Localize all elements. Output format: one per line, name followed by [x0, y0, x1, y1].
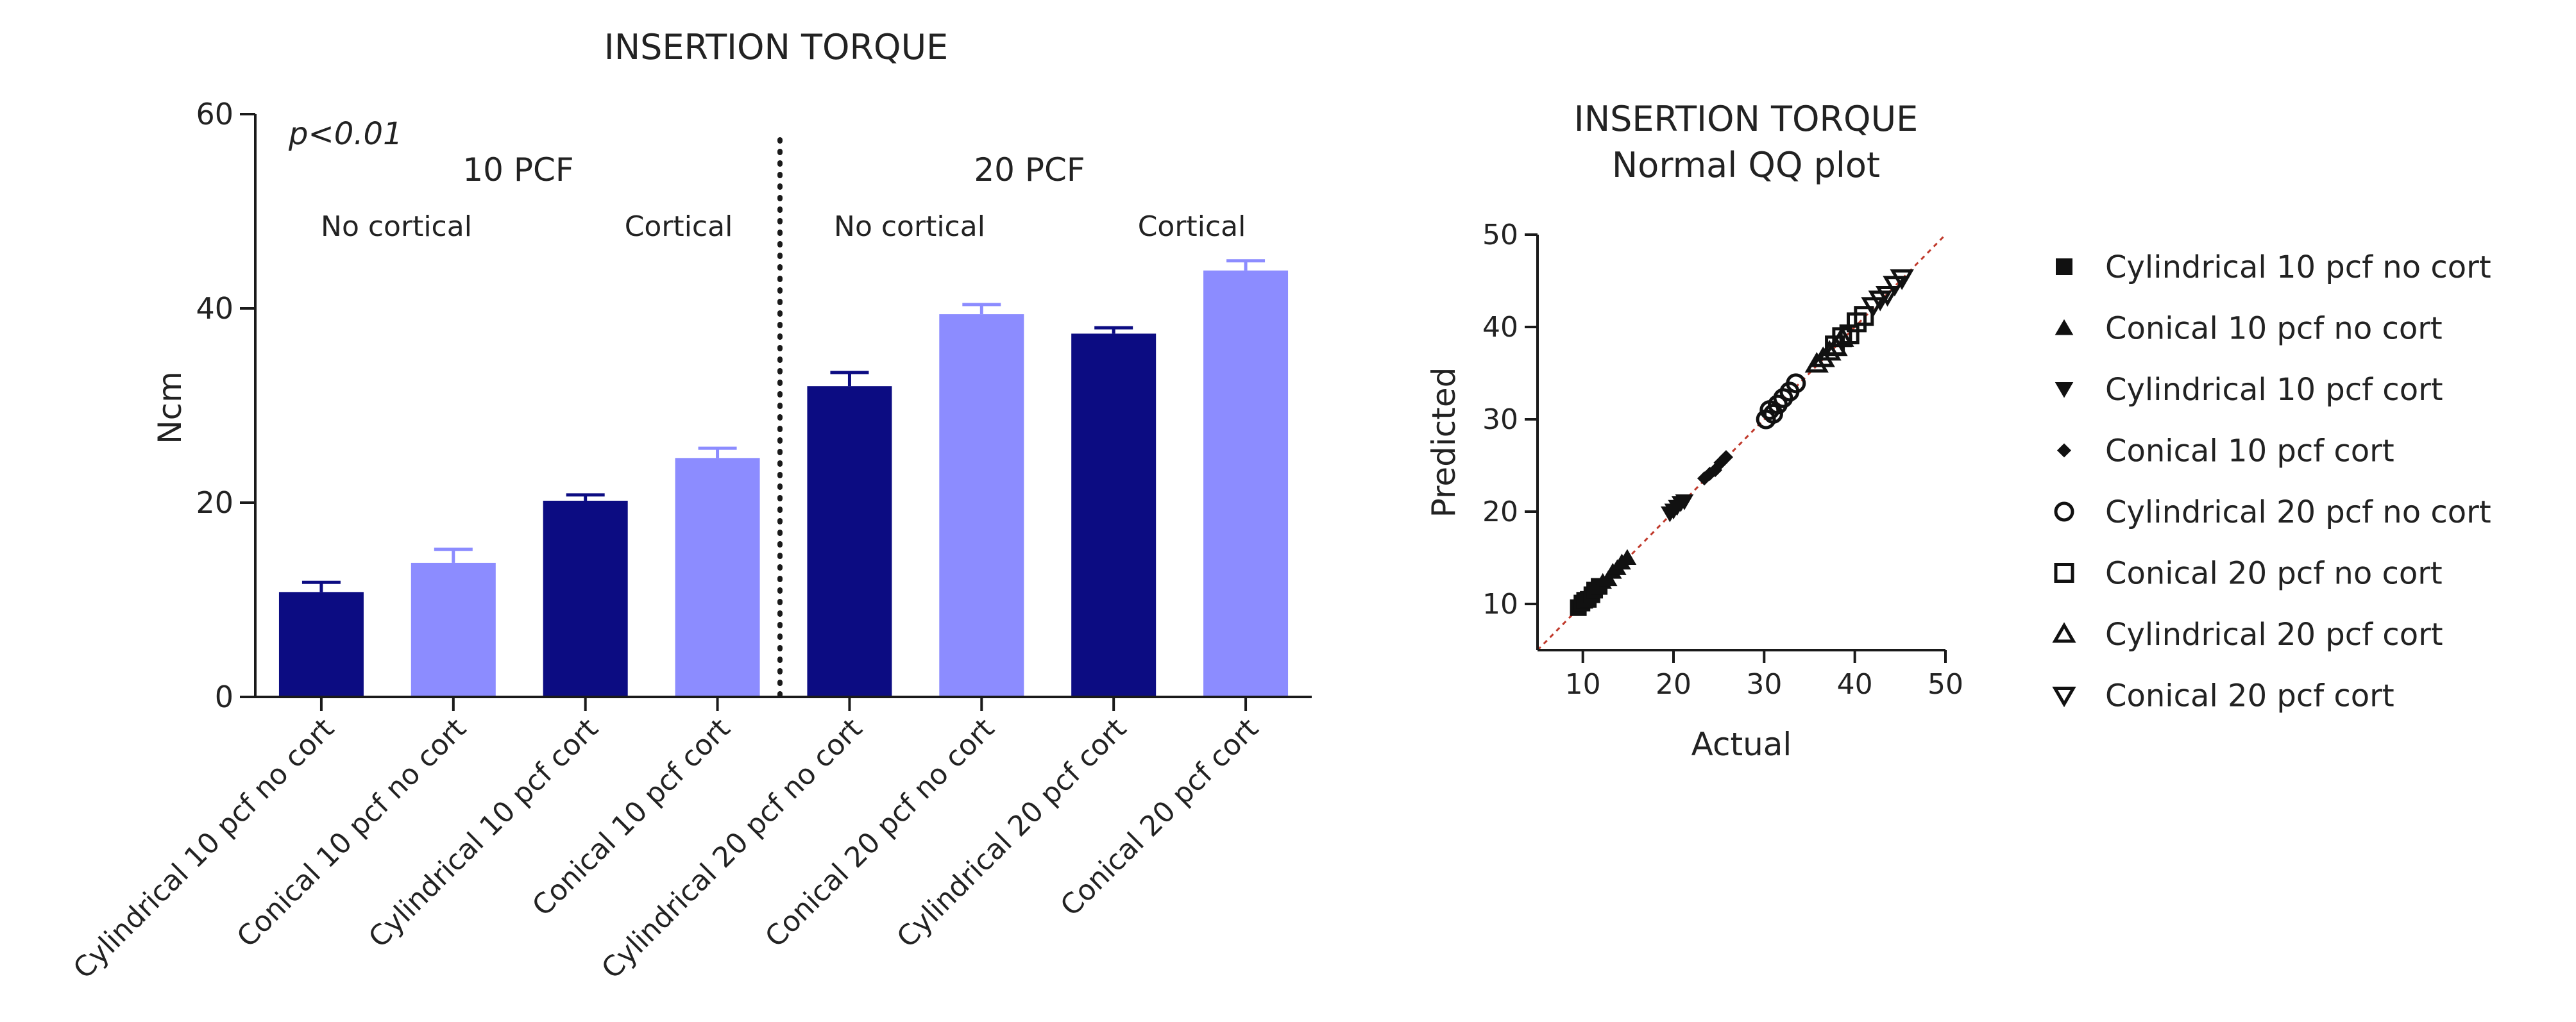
bar	[543, 500, 628, 697]
qq-y-tick-label: 30	[1482, 403, 1518, 436]
legend-marker	[2055, 319, 2074, 335]
subgroup-label-no-cortical-20: No cortical	[834, 210, 985, 243]
legend-marker	[2054, 501, 2074, 522]
qq-x-tick-label: 30	[1746, 668, 1782, 701]
qq-point	[1697, 471, 1712, 486]
bar	[939, 314, 1024, 698]
qq-point	[1675, 494, 1694, 510]
bar-x-tick-label: Cylindrical 10 pcf no cort	[67, 712, 341, 985]
bar-x-tick-label: Conical 20 pcf no cort	[759, 712, 1001, 954]
qq-x-tick-label: 40	[1837, 668, 1873, 701]
qq-x-tick-label: 10	[1565, 668, 1601, 701]
qq-point	[1804, 351, 1829, 373]
qq-point	[1890, 269, 1914, 290]
qq-xlabel: Actual	[1691, 726, 1792, 763]
qq-x-tick-label: 20	[1656, 668, 1691, 701]
qq-point	[1618, 549, 1637, 565]
bar-y-tick-label: 0	[215, 680, 233, 714]
bar-chart-title: INSERTION TORQUE	[604, 27, 948, 67]
legend-marker	[2055, 381, 2074, 398]
subgroup-label-cortical-10: Cortical	[625, 210, 733, 243]
bar-x-tick-label: Cylindrical 20 pcf no cort	[595, 712, 869, 985]
p-value-annotation: p<0.01	[288, 116, 403, 152]
bar-y-tick-label: 20	[196, 485, 233, 520]
bar	[411, 562, 496, 697]
bar	[675, 458, 760, 697]
legend-label: Conical 10 pcf no cort	[2105, 311, 2443, 347]
group-label-20pcf: 20 PCF	[974, 151, 1085, 188]
qq-plot: INSERTION TORQUE Normal QQ plot 10 20 30 40…	[1425, 99, 1963, 763]
legend-label: Cylindrical 10 pcf cort	[2105, 372, 2443, 408]
legend-marker	[2052, 622, 2076, 643]
qq-point	[1718, 449, 1734, 465]
legend-label: Conical 20 pcf no cort	[2105, 556, 2443, 592]
qq-x-axis-ticks: 10 20 30 40 50	[1565, 650, 1963, 701]
bar	[1071, 333, 1157, 697]
qq-point	[1875, 286, 1900, 307]
bar-x-tick-label: Cylindrical 10 pcf cort	[362, 712, 604, 954]
bar-ylabel: Ncm	[151, 371, 189, 444]
qq-subtitle: Normal QQ plot	[1612, 145, 1880, 185]
bar-x-tick-label: Conical 10 pcf no cort	[231, 712, 473, 954]
legend-label: Cylindrical 20 pcf no cort	[2105, 494, 2491, 530]
bar-series	[278, 270, 1289, 698]
qq-ylabel: Predicted	[1425, 367, 1462, 518]
legend-marker	[2052, 686, 2076, 708]
qq-point	[1817, 340, 1842, 361]
qq-x-tick-label: 50	[1928, 668, 1963, 701]
legend-marker	[2056, 258, 2072, 275]
bar	[1203, 270, 1289, 697]
qq-points	[1570, 269, 1914, 616]
legend-label: Conical 10 pcf cort	[2105, 433, 2394, 469]
bar-x-tick-label: Cylindrical 20 pcf cort	[891, 712, 1133, 954]
subgroup-label-cortical-20: Cortical	[1138, 210, 1246, 243]
legend-label: Cylindrical 20 pcf cort	[2105, 617, 2443, 653]
bar	[278, 592, 364, 697]
subgroup-label-no-cortical-10: No cortical	[321, 210, 472, 243]
bar-y-tick-label: 40	[196, 291, 233, 326]
legend-label: Conical 20 pcf cort	[2105, 678, 2394, 714]
qq-y-tick-label: 20	[1482, 496, 1518, 528]
qq-point	[1830, 326, 1854, 347]
qq-y-axis-ticks: 10 20 30 40 50	[1482, 219, 1538, 621]
qq-y-tick-label: 40	[1482, 311, 1518, 344]
bar	[807, 386, 892, 697]
qq-point	[1763, 403, 1783, 424]
bar-error-bars	[301, 259, 1266, 592]
qq-title: INSERTION TORQUE	[1574, 99, 1918, 139]
legend-marker	[2054, 563, 2074, 583]
legend-label: Cylindrical 10 pcf no cort	[2105, 249, 2491, 285]
bar-y-tick-label: 60	[196, 97, 233, 131]
legend-marker	[2056, 443, 2072, 458]
qq-y-tick-label: 50	[1482, 219, 1518, 251]
qq-point	[1786, 373, 1806, 394]
qq-y-tick-label: 10	[1482, 588, 1518, 621]
bar-y-axis-ticks: 0 20 40 60	[196, 97, 255, 714]
bar-chart: INSERTION TORQUE Ncm 0 20 40 60 p<0.01 10 P…	[67, 27, 1312, 985]
group-label-10pcf: 10 PCF	[462, 151, 573, 188]
qq-legend: Cylindrical 10 pcf no cort Conical 10 pcf…	[2052, 249, 2491, 714]
